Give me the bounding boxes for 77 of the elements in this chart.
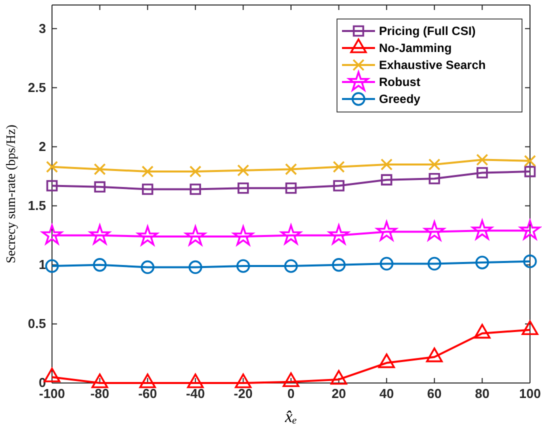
point (524, 154, 536, 167)
point (237, 164, 250, 176)
x-tick-label: 40 (379, 386, 394, 402)
y-axis-title: Secrecy sum-rate (bps/Hz) (3, 124, 18, 264)
point (523, 254, 537, 268)
point (280, 224, 302, 244)
x-tick-label: 20 (332, 386, 346, 402)
point (520, 220, 540, 240)
point (46, 180, 58, 192)
y-tick-label: 1 (38, 257, 46, 272)
point (332, 160, 345, 173)
point (190, 184, 202, 195)
point (137, 226, 158, 246)
legend-label: Pricing (Full CSI) (379, 24, 476, 38)
point (142, 166, 154, 178)
x-tick-label: -100 (38, 386, 66, 402)
y-tick-label: 0.5 (28, 316, 46, 332)
point (522, 320, 538, 336)
point (234, 374, 252, 388)
point (428, 158, 440, 170)
point (282, 372, 300, 387)
point (428, 173, 440, 184)
point (142, 184, 154, 195)
x-tick-label: 80 (474, 386, 490, 402)
point (328, 224, 350, 244)
point (380, 174, 392, 186)
point (285, 182, 297, 194)
point (428, 256, 442, 270)
x-tick-label: 0 (287, 386, 295, 402)
point (236, 259, 250, 273)
point (232, 226, 254, 246)
point (187, 374, 204, 388)
y-tick-label: 2 (38, 138, 46, 154)
x-tick-label: -60 (138, 386, 157, 402)
point (189, 166, 202, 178)
point (474, 324, 491, 339)
point (45, 259, 59, 273)
legend-label: No-Jamming (379, 41, 452, 55)
point (94, 163, 106, 176)
point (140, 260, 154, 274)
point (472, 220, 493, 240)
point (524, 166, 536, 178)
y-tick-label: 3 (38, 20, 46, 36)
x-tick-label: 100 (519, 386, 541, 402)
point (333, 180, 344, 192)
legend-label: Exhaustive Search (379, 58, 486, 72)
x-tick-label: 60 (427, 386, 442, 402)
point (185, 226, 206, 246)
legend-label: Robust (379, 75, 420, 89)
point (476, 167, 488, 178)
point (475, 256, 490, 270)
point (284, 259, 298, 273)
point (89, 224, 110, 244)
x-tick-label: -80 (90, 386, 110, 402)
point (46, 160, 58, 173)
point (284, 163, 298, 176)
point (91, 374, 108, 388)
x-tick-label: -20 (234, 386, 253, 402)
point (380, 256, 394, 270)
point (94, 181, 106, 193)
y-tick-label: 1.5 (28, 198, 46, 213)
x-tick-label: -40 (186, 386, 205, 402)
point (378, 353, 395, 368)
x-axis-title: x̂ₑ (284, 407, 298, 426)
point (42, 224, 62, 244)
point (139, 374, 156, 388)
point (188, 260, 202, 274)
point (44, 368, 60, 382)
legend-label: Greedy (379, 92, 421, 106)
y-tick-label: 2.5 (28, 80, 46, 95)
point (476, 154, 488, 166)
point (332, 258, 346, 272)
point (92, 258, 107, 272)
point (330, 370, 348, 385)
point (238, 182, 249, 194)
point (426, 348, 443, 362)
point (380, 158, 393, 170)
